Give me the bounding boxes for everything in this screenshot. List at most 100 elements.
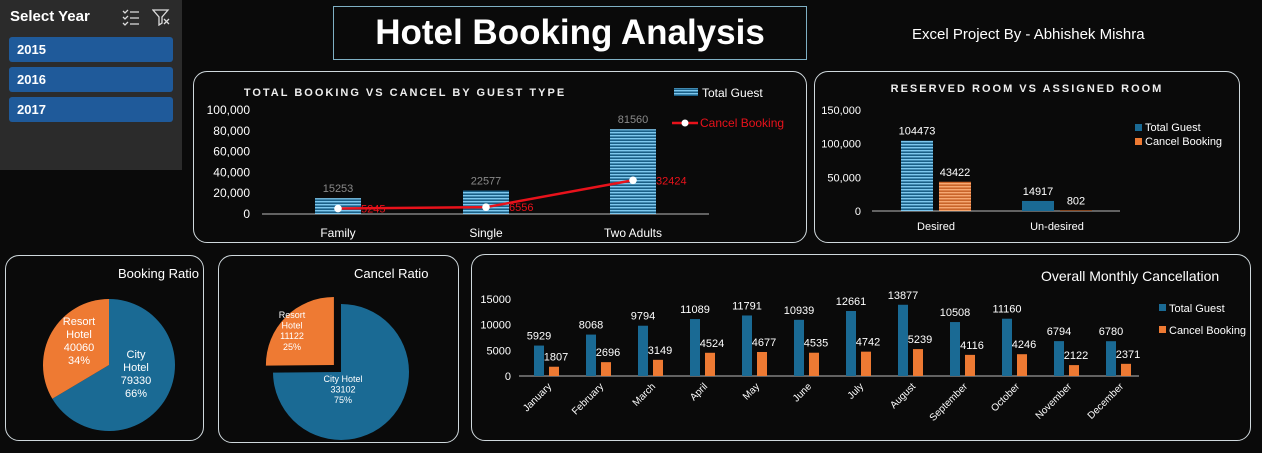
chart5-cancel-label: 1807 (544, 352, 568, 364)
chart5-bar-total (638, 325, 648, 376)
chart5-month-label: December (1086, 381, 1127, 422)
chart5-month-label: October (989, 381, 1022, 414)
chart5-cancel-label: 4116 (960, 340, 984, 352)
pie-data-label: Hotel (123, 362, 149, 374)
chart5-cancel-label: 4677 (752, 337, 776, 349)
chart2-bar-label: 14917 (1023, 186, 1054, 198)
chart5-month-label: May (741, 381, 762, 402)
legend-cancel-label: Cancel Booking (700, 116, 784, 130)
legend2-total-guest-label: Total Guest (1145, 122, 1201, 134)
pie-data-label: Hotel (66, 329, 92, 341)
chart5-bar-cancel (1121, 363, 1131, 376)
pie-data-label: 25% (283, 342, 301, 352)
chart2-category-label: Desired (917, 221, 955, 233)
legend2-cancel-swatch (1135, 138, 1142, 145)
chart5-total-label: 11160 (993, 304, 1022, 316)
chart5-bar-cancel (705, 352, 715, 376)
chart5-month-label: July (846, 381, 866, 401)
chart1-bar (610, 129, 656, 214)
legend-total-guest-label: Total Guest (702, 86, 763, 100)
legend5-cancel-swatch (1159, 326, 1166, 333)
chart5-month-label: November (1034, 381, 1075, 422)
chart5-total-label: 11791 (732, 300, 762, 312)
chart5-total-label: 5929 (527, 331, 551, 343)
chart5-bar-cancel (549, 366, 559, 376)
chart2-y-tick: 100,000 (821, 139, 861, 151)
booking-ratio-chart: Booking Ratio CityHotel7933066%ResortHot… (43, 266, 199, 431)
year-2017-button[interactable]: 2017 (9, 97, 173, 122)
year-2016-button[interactable]: 2016 (9, 67, 173, 92)
chart1-y-tick: 0 (243, 207, 250, 221)
chart5-bar-cancel (809, 352, 819, 376)
chart5-bar-total (586, 334, 596, 376)
chart5-bar-total (690, 319, 700, 376)
pie-slice-city-hotel (273, 304, 409, 440)
room-chart-panel: RESERVED ROOM VS ASSIGNED ROOM 150,000 10… (814, 71, 1240, 243)
guest-type-chart: TOTAL BOOKING VS CANCEL BY GUEST TYPE 10… (207, 86, 784, 240)
pie1-title: Booking Ratio (118, 266, 199, 281)
legend-cancel-marker (681, 119, 689, 127)
chart5-bar-total (534, 345, 544, 376)
chart5-bar-total (846, 311, 856, 376)
chart5-month-label: April (688, 381, 710, 403)
chart1-category-label: Family (320, 226, 355, 240)
legend5-total-guest-label: Total Guest (1169, 303, 1225, 315)
chart5-total-label: 10508 (940, 307, 971, 319)
chart5-bar-cancel (653, 359, 663, 376)
chart5-cancel-label: 4524 (700, 338, 724, 350)
chart1-bar-label: 22577 (471, 176, 502, 188)
pie-data-label: City Hotel (323, 374, 362, 384)
chart1-bar-label: 15253 (323, 183, 354, 195)
chart5-bar-cancel (861, 351, 871, 376)
monthly-chart: Overall Monthly Cancellation 15000 10000 5… (480, 268, 1246, 424)
legend5-cancel-label: Cancel Booking (1169, 325, 1246, 337)
chart2-bar (1060, 210, 1092, 211)
chart5-bar-cancel (1017, 354, 1027, 376)
chart5-total-label: 9794 (631, 311, 655, 323)
chart5-cancel-label: 4742 (856, 337, 880, 349)
booking-ratio-panel: Booking Ratio City Hotel 79330 66% Resort Hot… (5, 255, 204, 441)
chart5-month-label: January (521, 381, 554, 414)
legend5-total-guest-swatch (1159, 304, 1166, 311)
dashboard-title: Hotel Booking Analysis (333, 6, 807, 60)
pie-data-label: 11122 (280, 331, 304, 341)
chart2-bar-label: 104473 (899, 126, 936, 138)
legend2-total-guest-swatch (1135, 124, 1142, 131)
chart2-bar-label: 802 (1067, 195, 1085, 207)
chart2-title: RESERVED ROOM VS ASSIGNED ROOM (891, 83, 1164, 95)
chart5-total-label: 11089 (680, 304, 710, 316)
chart5-month-label: September (928, 381, 971, 424)
pie2-title: Cancel Ratio (354, 266, 428, 281)
chart5-month-label: June (791, 381, 814, 404)
monthly-chart-panel: Overall Monthly Cancellation 15000 10000 5… (471, 254, 1251, 441)
pie-data-label: 33102 (330, 385, 355, 395)
pie-data-label: 40060 (64, 342, 95, 354)
cancel-ratio-panel: Cancel Ratio City Hotel 33102 75% Resort Hot… (218, 255, 459, 443)
chart5-bar-cancel (965, 354, 975, 376)
pie-slice-resort-hotel (43, 299, 109, 399)
chart5-total-label: 6794 (1047, 326, 1071, 338)
pie-slice-resort-hotel (265, 296, 334, 366)
chart5-total-label: 10939 (784, 305, 815, 317)
chart5-total-label: 6780 (1099, 326, 1123, 338)
multi-select-icon[interactable] (122, 8, 140, 26)
chart1-cancel-point (629, 176, 637, 185)
chart5-total-label: 8068 (579, 320, 603, 332)
pie-slice-city-hotel (52, 299, 176, 431)
chart5-cancel-label: 4535 (804, 338, 828, 350)
chart5-bar-total (1106, 341, 1116, 376)
chart2-bar (901, 140, 933, 211)
chart5-cancel-label: 2696 (596, 347, 620, 359)
pie-data-label: Resort (279, 310, 306, 320)
chart5-y-tick: 0 (505, 371, 511, 383)
clear-filter-icon[interactable] (152, 8, 170, 26)
chart5-bar-total (1002, 318, 1012, 376)
chart5-title: Overall Monthly Cancellation (1041, 268, 1219, 284)
chart1-title: TOTAL BOOKING VS CANCEL BY GUEST TYPE (244, 87, 566, 99)
chart1-y-tick: 40,000 (213, 165, 250, 179)
chart5-total-label: 12661 (836, 296, 867, 308)
chart1-cancel-label: 6556 (509, 202, 533, 214)
year-2015-button[interactable]: 2015 (9, 37, 173, 62)
chart5-bar-cancel (1069, 365, 1079, 376)
chart1-cancel-point (482, 203, 490, 211)
